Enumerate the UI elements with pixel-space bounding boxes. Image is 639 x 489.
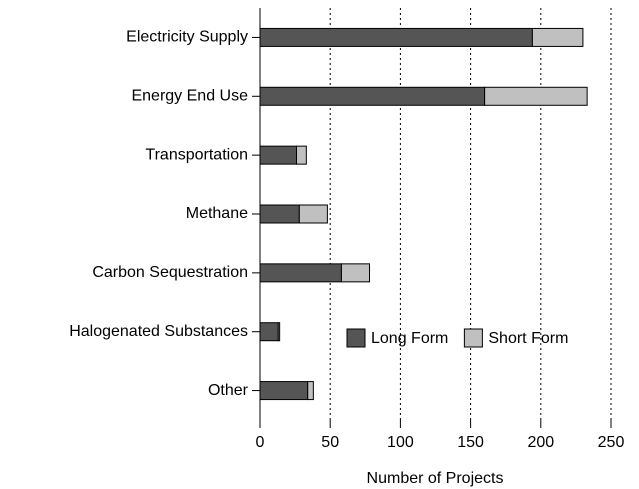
bar-segment [259, 27, 533, 47]
bar-segment [259, 263, 342, 283]
x-tick-label: 150 [457, 434, 484, 451]
bar-segment [277, 322, 281, 342]
y-tick-label: Other [208, 382, 249, 399]
bar-segment [259, 86, 486, 106]
x-axis-label: Number of Projects [367, 470, 504, 487]
x-tick-label: 0 [256, 434, 265, 451]
y-tick-label: Transportation [145, 146, 248, 163]
bar-segment [340, 263, 371, 283]
y-tick-label: Carbon Sequestration [92, 264, 248, 281]
x-tick-label: 50 [321, 434, 339, 451]
x-tick-label: 100 [387, 434, 414, 451]
bar-segment [298, 204, 328, 224]
bar-segment [307, 381, 314, 401]
y-tick-label: Methane [186, 205, 248, 222]
bar-segment [484, 86, 588, 106]
bar-segment [296, 145, 307, 165]
legend-swatch [346, 328, 366, 348]
y-tick-label: Energy End Use [131, 88, 248, 105]
x-tick-label: 200 [527, 434, 554, 451]
bar-segment [259, 145, 298, 165]
bar-segment [259, 381, 309, 401]
y-tick-label: Halogenated Substances [69, 323, 248, 340]
x-tick-label: 250 [598, 434, 625, 451]
bar-segment [259, 322, 279, 342]
y-tick-label: Electricity Supply [126, 29, 248, 46]
legend-label: Long Form [371, 330, 448, 347]
bar-segment [259, 204, 300, 224]
bar-segment [531, 27, 584, 47]
legend-swatch [463, 328, 483, 348]
legend-label: Short Form [488, 330, 568, 347]
